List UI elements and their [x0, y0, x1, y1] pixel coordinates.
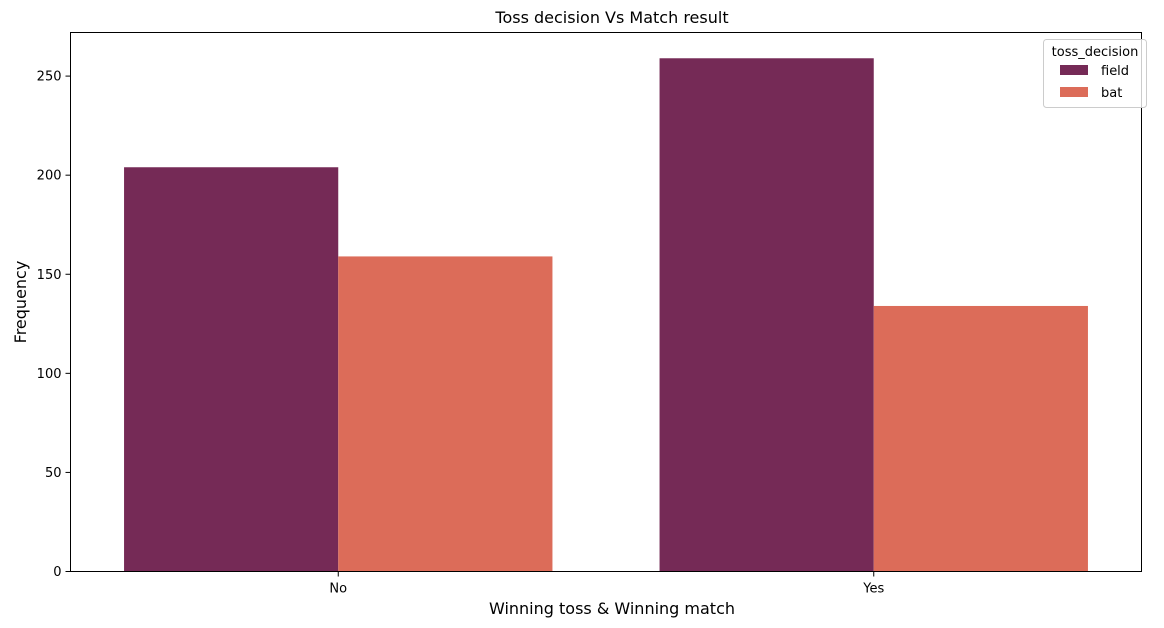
bar-bat-no: [338, 256, 553, 572]
legend-swatch-bat: [1060, 87, 1088, 97]
y-axis-label: Frequency: [11, 261, 30, 344]
bar-field-yes: [659, 58, 874, 572]
y-tick-label: 0: [53, 565, 61, 580]
bar-bat-yes: [873, 305, 1088, 572]
bar-field-no: [124, 167, 339, 572]
x-tick-label: Yes: [862, 582, 884, 597]
y-tick-label: 50: [45, 466, 62, 481]
plot-frame: [70, 32, 1142, 572]
legend-title: toss_decision: [1052, 45, 1139, 60]
x-tick-label: No: [329, 582, 347, 597]
bars-group: [124, 58, 1088, 572]
y-tick-label: 200: [37, 169, 62, 184]
y-axis: 0 50 100 150 200 250: [37, 70, 71, 580]
legend-swatch-field: [1060, 65, 1088, 75]
y-tick-label: 150: [37, 268, 62, 283]
y-tick-label: 100: [37, 367, 62, 382]
legend-label-field: field: [1101, 64, 1129, 79]
y-tick-label: 250: [37, 70, 62, 85]
legend: toss_decision field bat: [1043, 39, 1147, 108]
legend-label-bat: bat: [1101, 86, 1122, 101]
x-axis-label: Winning toss & Winning match: [489, 599, 735, 618]
x-axis: No Yes: [329, 571, 884, 597]
chart-title: Toss decision Vs Match result: [494, 8, 728, 27]
